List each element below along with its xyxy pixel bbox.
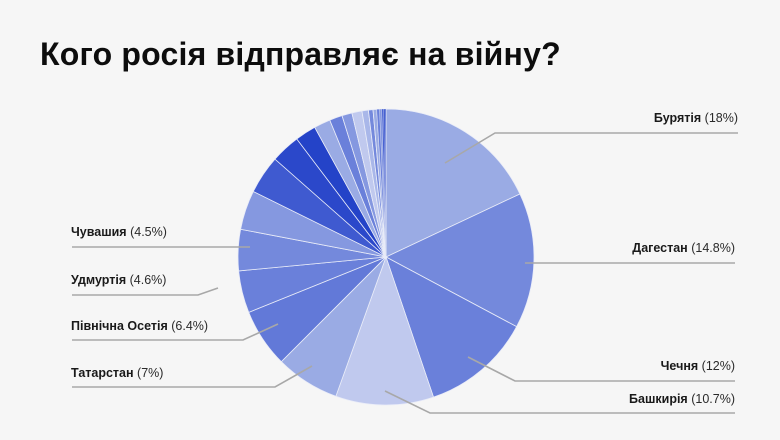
label-percent: (7%)	[137, 366, 164, 380]
label-name: Чечня	[660, 359, 699, 373]
label-percent: (6.4%)	[171, 319, 209, 333]
label-buryatia: Бурятія (18%)	[654, 110, 738, 126]
label-percent: (14.8%)	[691, 241, 735, 255]
label-name: Чувашия	[71, 225, 127, 239]
leader-line-buryatia	[444, 132, 738, 164]
label-percent: (4.6%)	[129, 273, 167, 287]
label-percent: (18%)	[704, 111, 738, 125]
label-name: Бурятія	[653, 111, 702, 125]
label-name: Башкирія	[629, 392, 688, 406]
label-percent: (4.5%)	[130, 225, 167, 239]
leader-line-bashkiria	[384, 390, 735, 414]
label-chechnya: Чечня (12%)	[661, 358, 735, 374]
label-tatarstan: Татарстан (7%)	[71, 365, 163, 381]
label-name: Удмуртія	[71, 273, 127, 287]
pie-slice-Чечня	[385, 256, 518, 398]
label-bashkiria: Башкирія (10.7%)	[629, 391, 735, 407]
pie-slice-Башкирія	[335, 255, 435, 406]
pie-slices	[237, 108, 535, 406]
label-chuvashia: Чувашия (4.5%)	[71, 224, 167, 240]
label-percent: (10.7%)	[691, 392, 735, 406]
label-name: Дагестан	[632, 241, 688, 255]
leader-line-north-ossetia	[72, 323, 279, 341]
pie-slice-Бурятія	[385, 108, 521, 258]
label-north-ossetia: Північна Осетія (6.4%)	[71, 318, 208, 334]
label-dagestan: Дагестан (14.8%)	[632, 240, 735, 256]
label-name: Північна Осетія	[71, 319, 168, 333]
pie-slice-Дагестан	[385, 193, 535, 328]
leader-line-tatarstan	[72, 365, 313, 388]
leader-line-chechnya	[467, 356, 735, 382]
chart-title: Кого росія відправляє на війну?	[40, 36, 561, 72]
pie-slice-other	[384, 108, 387, 258]
leader-lines	[72, 132, 738, 414]
label-name: Татарстан	[71, 366, 134, 380]
label-percent: (12%)	[701, 359, 735, 373]
leader-line-udmurtia	[72, 287, 219, 296]
label-udmurtia: Удмуртія (4.6%)	[71, 272, 166, 288]
